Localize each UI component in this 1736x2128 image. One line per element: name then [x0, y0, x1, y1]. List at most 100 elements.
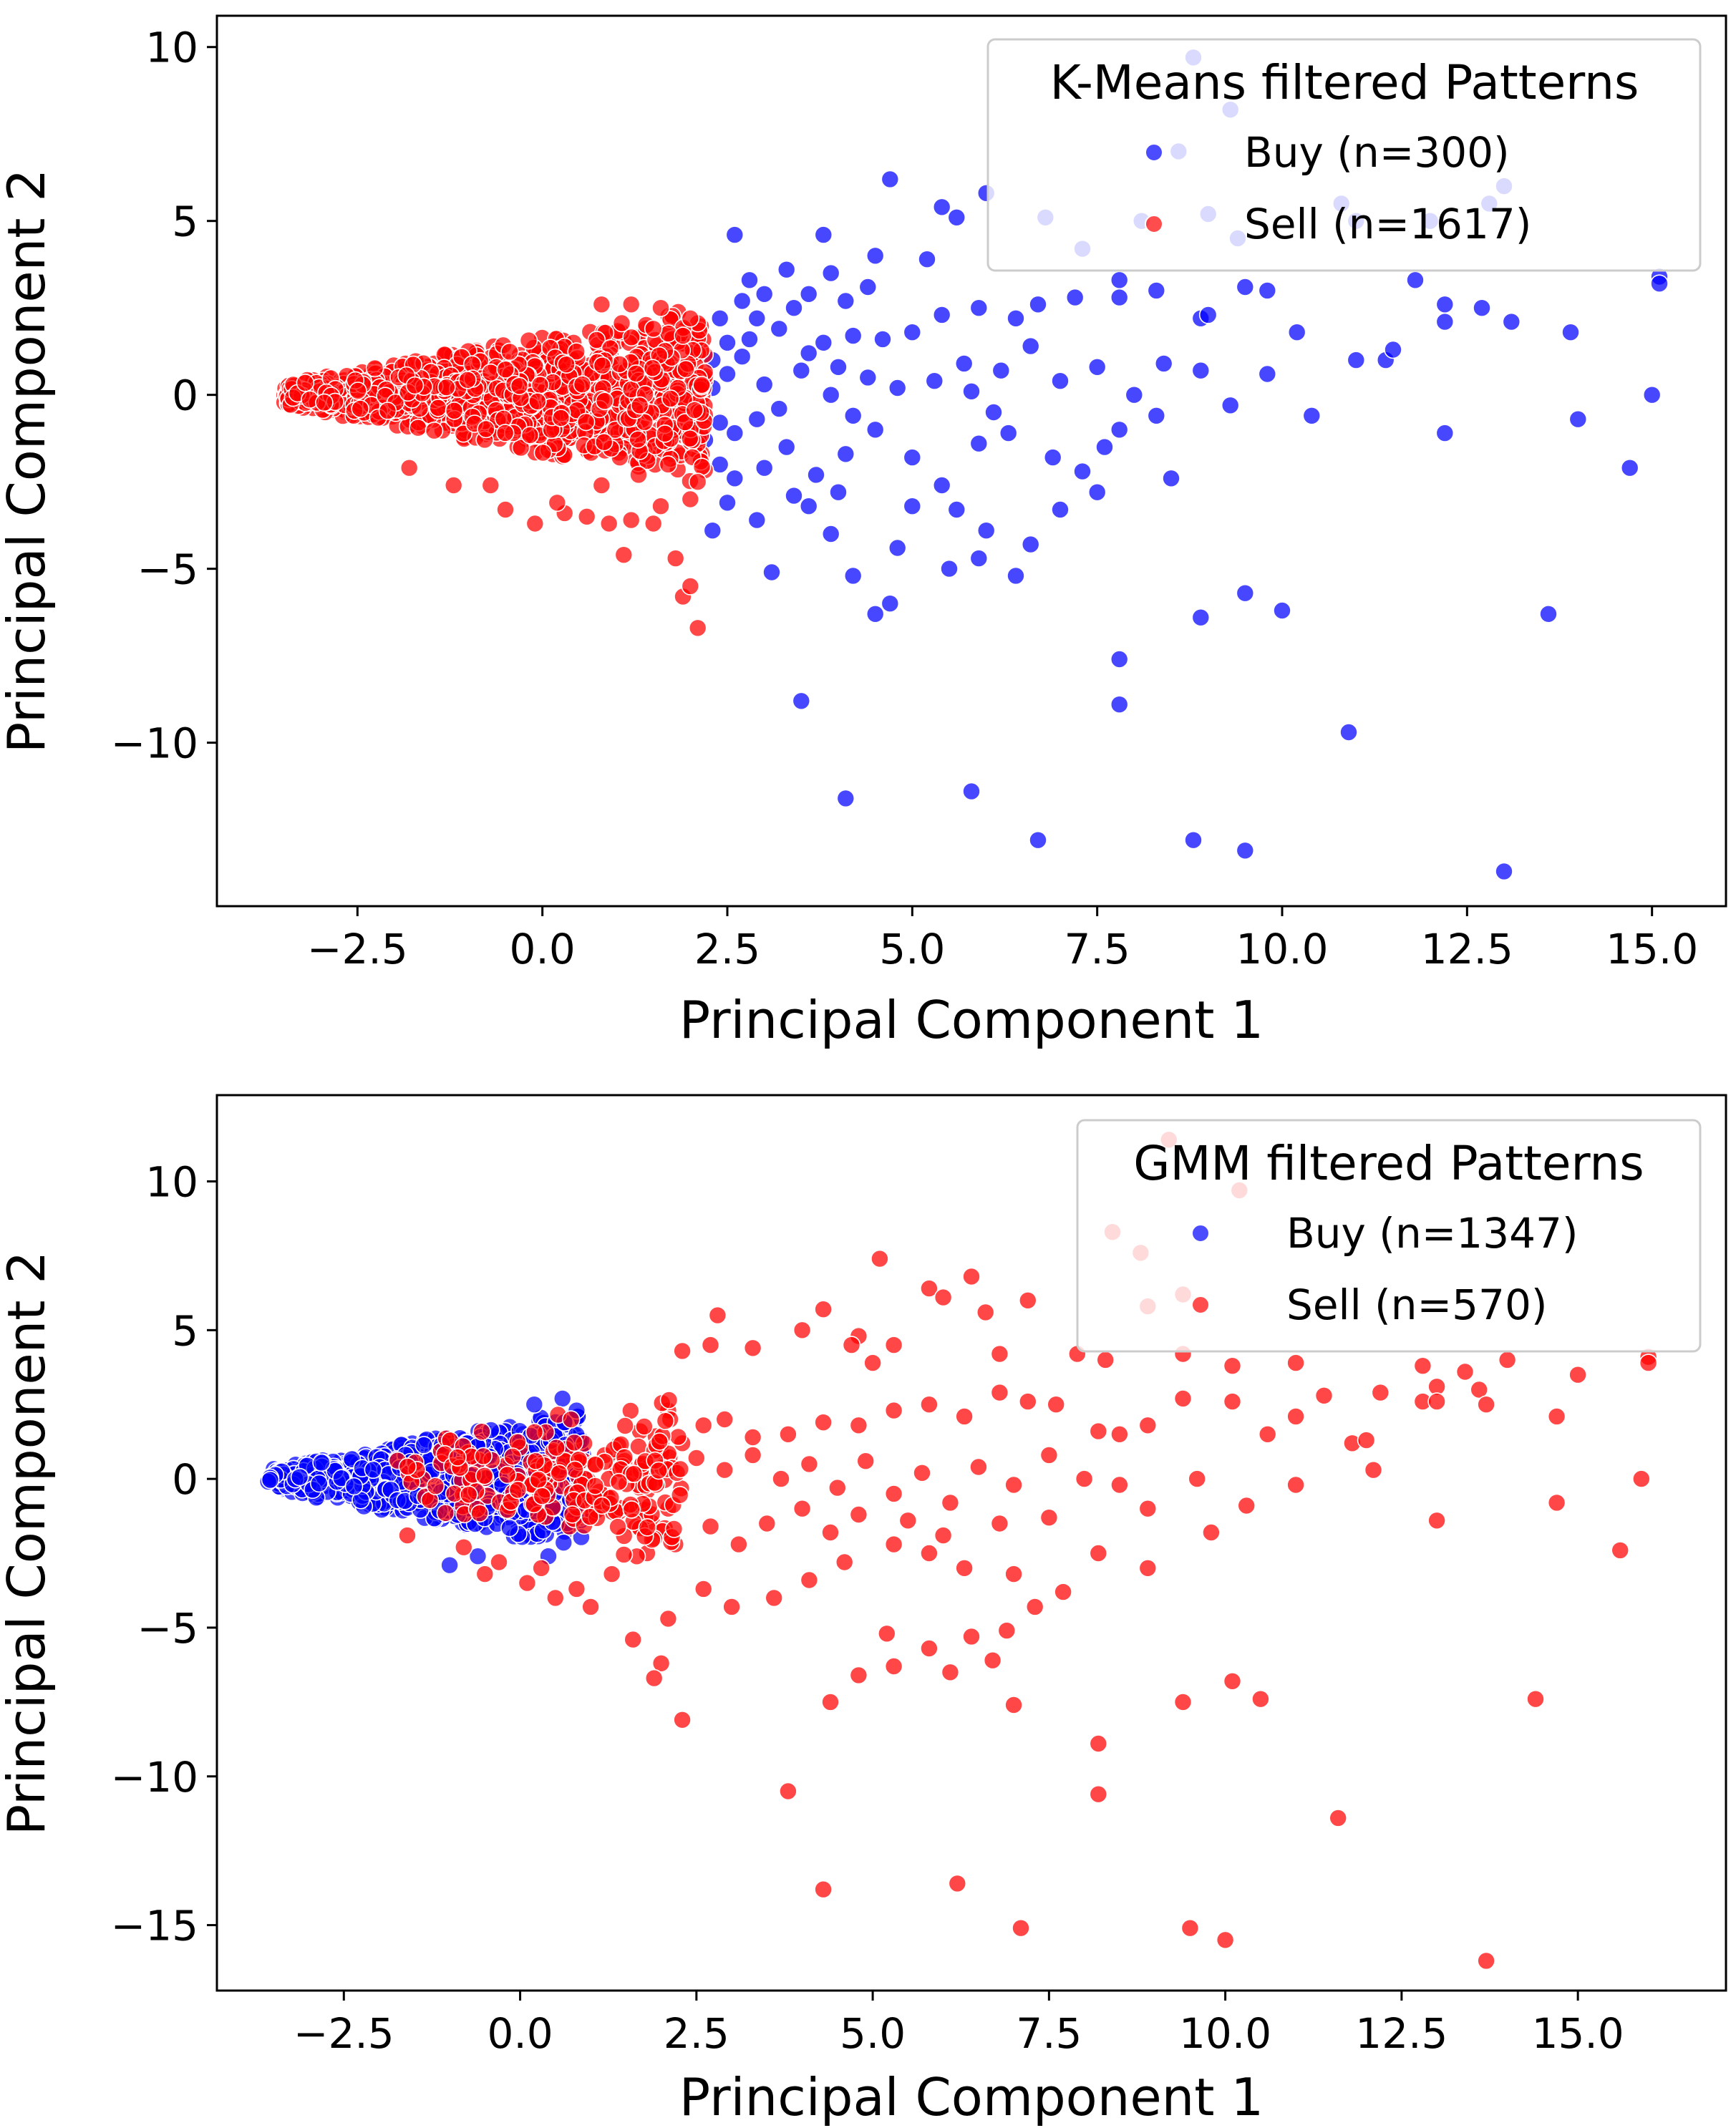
gmm-sell-point: [835, 1553, 854, 1572]
gmm-x-axis-ticks: −2.5 0.0 2.5 5.0 7.5 10.0 12.5 15.0: [294, 1991, 1624, 2058]
gmm-sell-point: [990, 1514, 1009, 1533]
kmeans-buy-point: [747, 409, 767, 429]
kmeans-sell-point: [655, 424, 674, 443]
gmm-sell-point: [772, 1469, 790, 1488]
gmm-sell-point: [1477, 1951, 1495, 1971]
gmm-sell-point: [1180, 1918, 1200, 1938]
kmeans-buy-point: [1073, 462, 1092, 481]
gmm-sell-point: [1019, 1291, 1037, 1310]
gmm-sell-point: [561, 1410, 581, 1429]
gmm-buy-point: [553, 1389, 572, 1408]
kmeans-sell-point: [659, 455, 678, 474]
kmeans-buy-point: [1110, 420, 1129, 439]
gmm-sell-point: [871, 1249, 889, 1268]
gmm-sell-point: [1188, 1469, 1206, 1488]
gmm-sell-point: [997, 1621, 1017, 1640]
kmeans-buy-point: [814, 333, 833, 352]
gmm-sell-point: [426, 1477, 445, 1495]
kmeans-sell-point: [614, 545, 634, 565]
gmm-sell-point: [1110, 1475, 1129, 1495]
kmeans-sell-point: [644, 319, 663, 339]
gmm-sell-point: [567, 1580, 586, 1598]
gmm-sell-point: [1110, 1425, 1129, 1444]
gmm-sell-point: [1357, 1431, 1376, 1449]
kmeans-buy-point: [984, 403, 1003, 422]
gmm-sell-point: [898, 1511, 918, 1530]
gmm-sell-point: [602, 1565, 621, 1583]
gmm-sell-point: [586, 1455, 605, 1474]
kmeans-sell-point: [651, 497, 670, 516]
gmm-sell-point: [586, 1477, 605, 1495]
gmm-sell-point: [547, 1438, 566, 1457]
kmeans-buy-point: [755, 284, 774, 303]
gmm-sell-point: [459, 1485, 478, 1504]
kmeans-buy-point: [1236, 278, 1255, 296]
kmeans-buy-point: [718, 333, 737, 352]
kmeans-sell-point: [666, 549, 685, 568]
gmm-sell-point: [878, 1624, 896, 1643]
gmm-sell-point: [436, 1504, 455, 1522]
kmeans-buy-point: [1236, 841, 1255, 860]
kmeans-buy-point: [1087, 357, 1107, 376]
kmeans-sell-point: [458, 370, 477, 389]
kmeans-buy-point: [1095, 437, 1114, 457]
kmeans-buy-point: [1110, 271, 1129, 290]
kmeans-buy-point: [1110, 695, 1129, 714]
gmm-sell-point: [1427, 1511, 1446, 1530]
gmm-sell-point: [920, 1395, 939, 1414]
gmm-x-axis-label: Principal Component 1: [679, 2067, 1264, 2127]
kmeans-sell-point: [681, 308, 700, 328]
kmeans-buy-point: [785, 486, 803, 505]
gmm-sell-point: [765, 1588, 783, 1608]
kmeans-sell-point: [576, 412, 596, 432]
gmm-sell-point: [1251, 1689, 1270, 1709]
gmm-sell-point: [398, 1526, 417, 1545]
kmeans-sell-point: [651, 298, 670, 318]
gmm-sell-point: [671, 1459, 690, 1479]
gmm-sell-point: [1286, 1475, 1305, 1495]
gmm-sell-point: [849, 1666, 868, 1685]
gmm-sell-point: [1202, 1523, 1221, 1542]
gmm-buy-point: [554, 1533, 573, 1552]
gmm-sell-point: [1455, 1362, 1475, 1381]
gmm-sell-point: [533, 1487, 552, 1505]
gmm-sell-point: [398, 1457, 417, 1476]
kmeans-sell-point: [378, 402, 397, 420]
kmeans-buy-point: [843, 326, 863, 345]
gmm-sell-point: [1004, 1475, 1023, 1495]
gmm-sell-point: [664, 1520, 684, 1538]
kmeans-buy-point: [1191, 361, 1211, 380]
kmeans-buy-point: [1110, 650, 1129, 669]
kmeans-buy-point: [755, 458, 774, 477]
gmm-sell-point: [969, 1457, 988, 1477]
kmeans-buy-point: [962, 382, 981, 401]
gmm-sell-point: [814, 1880, 833, 1899]
gmm-sell-point: [1470, 1380, 1488, 1399]
gmm-sell-point: [757, 1514, 777, 1533]
gmm-legend-title: GMM filtered Patterns: [1133, 1136, 1644, 1191]
gmm-sell-point: [779, 1425, 797, 1444]
kmeans-buy-point: [718, 364, 737, 384]
kmeans-sell-point: [622, 328, 641, 347]
kmeans-buy-point: [821, 385, 840, 404]
gmm-legend-label-buy: Buy (n=1347): [1286, 1209, 1579, 1258]
kmeans-buy-point: [1339, 723, 1358, 742]
gmm-sell-point: [955, 1407, 974, 1426]
kmeans-buy-point: [1258, 281, 1277, 300]
gmm-x-tick-label: 0.0: [487, 2009, 553, 2058]
gmm-sell-point: [470, 1504, 489, 1522]
kmeans-buy-point: [1021, 336, 1040, 356]
gmm-sell-point: [779, 1782, 797, 1801]
gmm-sell-point: [729, 1535, 748, 1554]
kmeans-buy-point: [710, 308, 729, 328]
gmm-sell-point: [624, 1630, 643, 1649]
kmeans-buy-point: [1051, 371, 1070, 391]
gmm-sell-point: [1371, 1383, 1390, 1402]
gmm-sell-point: [722, 1598, 741, 1616]
kmeans-buy-point: [829, 357, 848, 376]
kmeans-buy-point: [836, 444, 855, 464]
kmeans-sell-point: [409, 418, 427, 437]
gmm-legend-box: [1076, 1119, 1702, 1353]
kmeans-y-tick-label: 10: [145, 24, 198, 72]
kmeans-buy-point: [1110, 288, 1129, 307]
